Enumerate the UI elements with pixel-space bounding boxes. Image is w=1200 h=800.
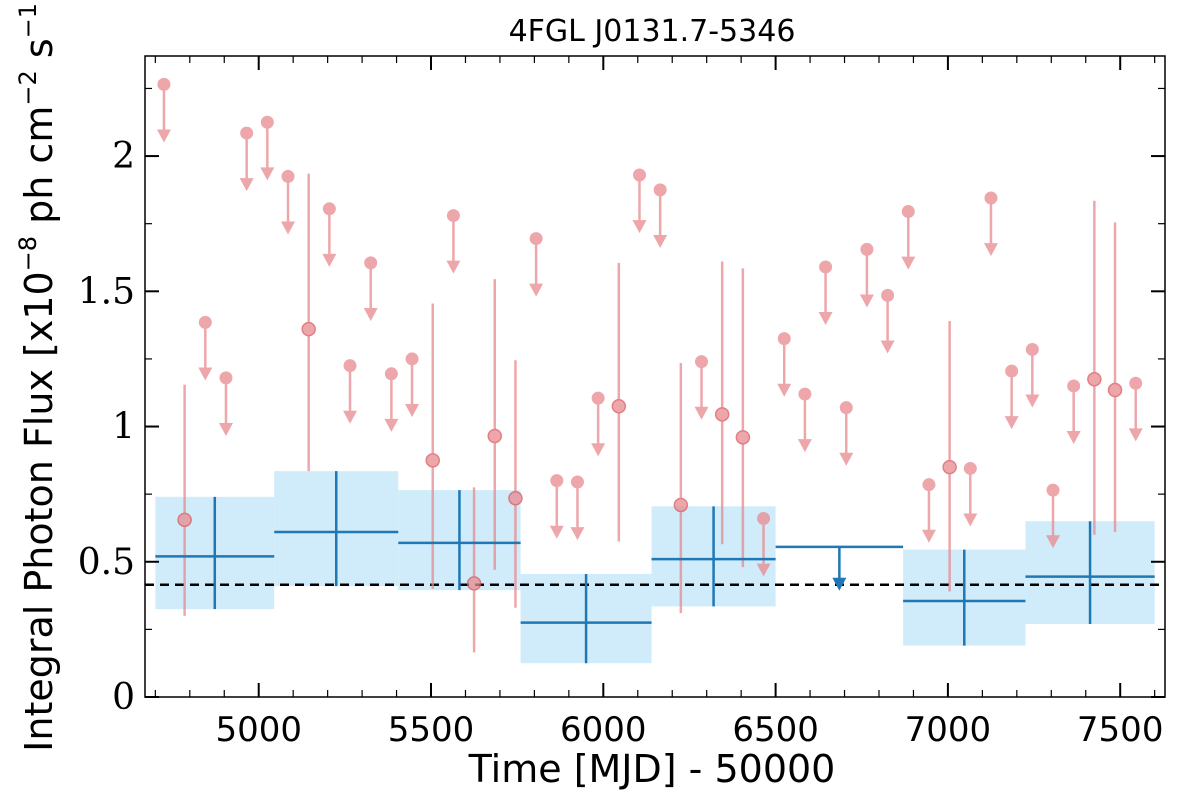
yearly-point-6: [903, 549, 1026, 646]
monthly-upper-limit-16: [632, 168, 647, 234]
monthly-upper-limit-20: [777, 332, 792, 397]
monthly-upper-limit-30: [1004, 364, 1019, 430]
monthly-upper-limit-4: [260, 115, 275, 181]
chart-title: 4FGL J0131.7-5346: [509, 14, 796, 49]
monthly-upper-limit-31: [1025, 342, 1040, 408]
y-tick-label: 0: [112, 677, 135, 718]
monthly-upper-limit-12: [529, 232, 544, 297]
monthly-detection-8: [714, 261, 730, 545]
monthly-upper-limit-33: [1066, 379, 1081, 445]
x-axis-label: Time [MJD] - 50000: [468, 747, 836, 791]
monthly-upper-limit-25: [880, 288, 895, 354]
monthly-upper-limit-24: [859, 242, 874, 308]
monthly-detection-1: [301, 173, 316, 472]
monthly-upper-limit-26: [901, 205, 916, 270]
monthly-upper-limit-9: [384, 367, 399, 432]
monthly-upper-limit-22: [818, 260, 833, 326]
monthly-detection-5: [508, 360, 523, 608]
monthly-detection-2: [425, 303, 440, 589]
monthly-detection-7: [673, 362, 689, 614]
monthly-detection-11: [1087, 200, 1102, 535]
yearly-point-0: [155, 496, 275, 610]
monthly-upper-limit-15: [591, 391, 606, 457]
monthly-upper-limit-32: [1046, 483, 1061, 549]
monthly-upper-limit-14: [570, 475, 585, 541]
x-tick-label: 5000: [215, 710, 302, 750]
monthly-detection-3: [466, 487, 482, 653]
yearly-point-2: [398, 490, 521, 591]
monthly-upper-limit-11: [446, 209, 461, 274]
x-tick-label: 7000: [905, 710, 992, 750]
monthly-upper-limit-19: [756, 511, 771, 577]
monthly-upper-limit-8: [363, 256, 378, 321]
x-tick-label: 7500: [1077, 710, 1164, 750]
plot-frame: [144, 55, 1166, 698]
x-tick-label: 6500: [732, 710, 819, 750]
monthly-detection-12: [1107, 222, 1123, 533]
yearly-upper-limit: [775, 545, 904, 591]
y-tick-label: 1: [112, 407, 135, 448]
monthly-upper-limit-1: [198, 315, 213, 381]
monthly-upper-limit-2: [218, 371, 233, 436]
yearly-point-7: [1025, 521, 1155, 624]
monthly-upper-limit-28: [963, 461, 978, 527]
monthly-upper-limit-34: [1128, 376, 1143, 442]
y-tick-label: 0.5: [78, 542, 135, 583]
monthly-upper-limit-29: [983, 191, 998, 257]
yearly-point-4: [651, 506, 776, 607]
monthly-upper-limit-5: [281, 169, 296, 235]
monthly-upper-limit-21: [797, 387, 812, 453]
monthly-detection-9: [735, 268, 751, 568]
monthly-upper-limit-10: [405, 352, 420, 418]
monthly-upper-limit-0: [156, 77, 171, 143]
monthly-detection-4: [487, 279, 503, 570]
monthly-upper-limit-27: [921, 478, 936, 543]
x-tick-label: 6000: [560, 710, 647, 750]
monthly-detection-6: [611, 262, 627, 542]
x-tick-label: 5500: [388, 710, 475, 750]
yearly-point-3: [520, 573, 652, 664]
monthly-upper-limit-3: [239, 126, 254, 192]
monthly-upper-limit-17: [653, 183, 668, 248]
y-tick-label: 2: [112, 136, 135, 177]
monthly-upper-limit-7: [343, 359, 358, 424]
monthly-upper-limit-13: [549, 474, 564, 539]
plot-area: 5000 5500 6000 6500 7000 7500 0 0.5 1 1.5 2: [78, 55, 1166, 750]
y-tick-label: 1.5: [78, 271, 135, 312]
monthly-upper-limit-18: [694, 355, 709, 420]
monthly-detection-10: [942, 321, 957, 592]
y-axis-label: Integral Photon Flux [x10−8 ph cm−2 s−1]: [14, 0, 61, 752]
monthly-detection-0: [177, 384, 192, 616]
monthly-upper-limit-6: [322, 202, 337, 267]
monthly-upper-limit-23: [839, 401, 854, 466]
yearly-point-1: [274, 471, 399, 587]
